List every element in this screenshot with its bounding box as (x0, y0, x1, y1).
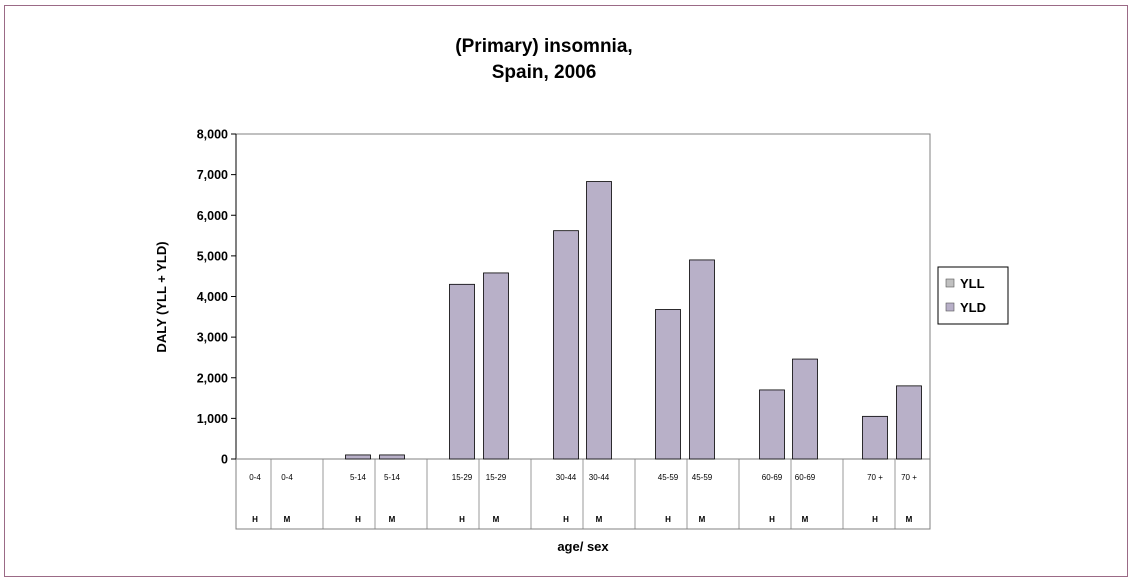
x-tick-label-age: 5-14 (384, 473, 401, 482)
y-tick-label: 0 (221, 453, 228, 467)
category-separators (270, 459, 896, 529)
x-tick-label-sex: H (563, 515, 569, 524)
x-axis-labels: 0-4 H 0-4 M 5-14 H 5-14 M 15-29 H 15-29 M 30-44 H 30-4… (249, 473, 917, 524)
y-tick-label: 8,000 (197, 128, 228, 142)
bar-yld (345, 454, 371, 460)
x-tick-label-sex: M (493, 515, 500, 524)
y-tick-label: 5,000 (197, 249, 228, 263)
x-tick-label-sex: M (802, 515, 809, 524)
y-axis-label: DALY (YLL + YLD) (154, 241, 169, 352)
x-tick-label-age: 5-14 (350, 473, 367, 482)
y-tick-label: 6,000 (197, 209, 228, 223)
legend-label-yll: YLL (960, 276, 985, 291)
x-tick-label-age: 45-59 (692, 473, 713, 482)
x-tick-label-age: 15-29 (486, 473, 507, 482)
legend-swatch-yll (945, 278, 955, 288)
chart-title-line-2: Spain, 2006 (492, 62, 597, 83)
x-tick-label-sex: H (355, 515, 361, 524)
x-tick-label-age: 30-44 (589, 473, 610, 482)
bar-yld (379, 454, 405, 460)
bar-yld (862, 415, 888, 460)
x-tick-label-sex: H (459, 515, 465, 524)
x-tick-label-age: 60-69 (795, 473, 816, 482)
x-tick-label-age: 45-59 (658, 473, 679, 482)
y-tick-label: 4,000 (197, 290, 228, 304)
x-tick-label-age: 30-44 (556, 473, 577, 482)
bar-yld (553, 230, 579, 460)
bar-yld (483, 272, 509, 460)
bar-yld (586, 181, 612, 460)
x-tick-label-sex: M (389, 515, 396, 524)
bars-group (345, 181, 922, 460)
x-tick-label-sex: M (906, 515, 913, 524)
bar-yld (759, 389, 785, 460)
x-tick-label-sex: M (699, 515, 706, 524)
x-tick-label-age: 15-29 (452, 473, 473, 482)
legend-label-yld: YLD (960, 300, 986, 315)
chart-title-line-1: (Primary) insomnia, (455, 36, 632, 57)
x-tick-label-age: 0-4 (281, 473, 293, 482)
x-tick-label-age: 60-69 (762, 473, 783, 482)
y-tick-label: 7,000 (197, 168, 228, 182)
x-tick-label-sex: H (769, 515, 775, 524)
plot-area (235, 133, 931, 460)
y-axis-ticks: 0 1,000 2,000 3,000 4,000 5,000 6,000 7,000 8,00… (197, 128, 236, 467)
y-tick-label: 1,000 (197, 412, 228, 426)
x-tick-label-sex: H (252, 515, 258, 524)
x-tick-label-sex: H (665, 515, 671, 524)
x-tick-label-age: 70 + (901, 473, 917, 482)
bar-yld (896, 385, 922, 460)
y-tick-label: 2,000 (197, 371, 228, 385)
bar-yld (655, 309, 681, 460)
x-tick-label-age: 0-4 (249, 473, 261, 482)
legend-box (937, 266, 1009, 325)
bar-yld (792, 358, 818, 460)
x-tick-label-sex: M (596, 515, 603, 524)
x-tick-label-sex: H (872, 515, 878, 524)
bar-yld (449, 283, 475, 460)
legend-swatch-yld (945, 302, 955, 312)
x-tick-label-sex: M (284, 515, 291, 524)
y-tick-label: 3,000 (197, 331, 228, 345)
bar-yld (689, 259, 715, 460)
x-axis-label: age/ sex (557, 539, 609, 554)
x-tick-label-age: 70 + (867, 473, 883, 482)
